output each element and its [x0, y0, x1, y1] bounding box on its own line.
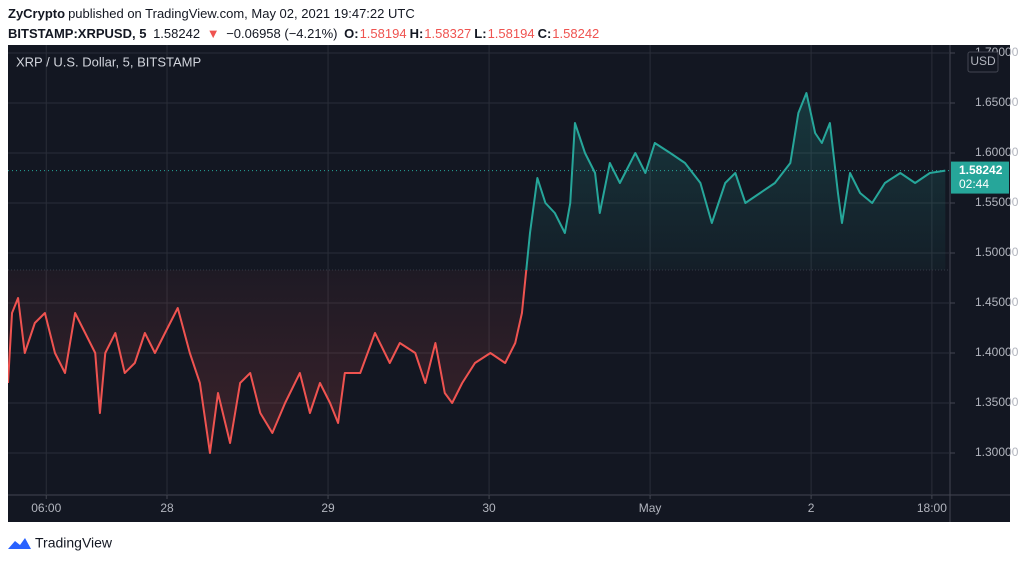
currency: USD: [970, 54, 996, 68]
brand: TradingView: [35, 535, 113, 551]
publisher: ZyCrypto: [8, 6, 66, 21]
ohlc-key: C:: [537, 26, 552, 41]
ohlc-value: 1.58242: [552, 26, 600, 41]
y-tick-label: 1.45000: [975, 295, 1019, 309]
baseline-area: [8, 93, 946, 453]
currency-box: [967, 51, 999, 73]
y-tick-label: 1.40000: [975, 345, 1019, 359]
x-tick-label: 28: [160, 501, 174, 515]
ohlc-key: H:: [409, 26, 424, 41]
ohlc-value: 1.58194: [359, 26, 407, 41]
symbol-line: BITSTAMP:XRPUSD, 5 1.58242 ▼ −0.06958 (−…: [8, 24, 605, 44]
x-tick-label: 06:00: [31, 501, 61, 515]
x-tick-label: 30: [482, 501, 496, 515]
ohlc-value: 1.58327: [424, 26, 472, 41]
countdown: 02:44: [959, 177, 989, 191]
last-price-box: [951, 161, 1009, 194]
price-line: [8, 92, 946, 454]
logo: [8, 538, 31, 549]
y-tick-label: 1.50000: [975, 245, 1019, 259]
ohlc: O:1.58194 H:1.58327 L:1.58194 C:1.58242: [344, 26, 602, 41]
footer-logo: TradingView: [8, 535, 113, 551]
axes: 1.30000 1.35000 1.40000 1.45000 1.50000 1.550…: [31, 45, 1018, 515]
header: ZyCrypto published on TradingView.com, Ma…: [8, 4, 605, 44]
x-tick-label: 18:00: [917, 501, 947, 515]
y-tick-label: 1.65000: [975, 95, 1019, 109]
ohlc-key: O:: [344, 26, 359, 41]
legend-label: XRP / U.S. Dollar, 5, BITSTAMP: [16, 54, 201, 69]
ohlc-value: 1.58194: [487, 26, 535, 41]
price: 1.58242: [153, 26, 201, 41]
y-tick-label: 1.55000: [975, 195, 1019, 209]
plot: [8, 92, 950, 454]
y-tick-label: 1.30000: [975, 445, 1019, 459]
x-tick-label: 2: [808, 501, 815, 515]
last-price-label: 1.58242: [959, 163, 1003, 177]
ohlc-key: L:: [474, 26, 487, 41]
x-tick-label: May: [639, 501, 662, 515]
publish-line: ZyCrypto published on TradingView.com, Ma…: [8, 4, 605, 24]
change: −0.06958 (−4.21%): [226, 26, 338, 41]
y-tick-label: 1.60000: [975, 145, 1019, 159]
arrow: ▼: [206, 26, 220, 41]
x-tick-label: 29: [321, 501, 335, 515]
symbol: BITSTAMP:XRPUSD, 5: [8, 26, 147, 41]
published: published on TradingView.com, May 02, 20…: [68, 6, 415, 21]
y-tick-label: 1.35000: [975, 395, 1019, 409]
